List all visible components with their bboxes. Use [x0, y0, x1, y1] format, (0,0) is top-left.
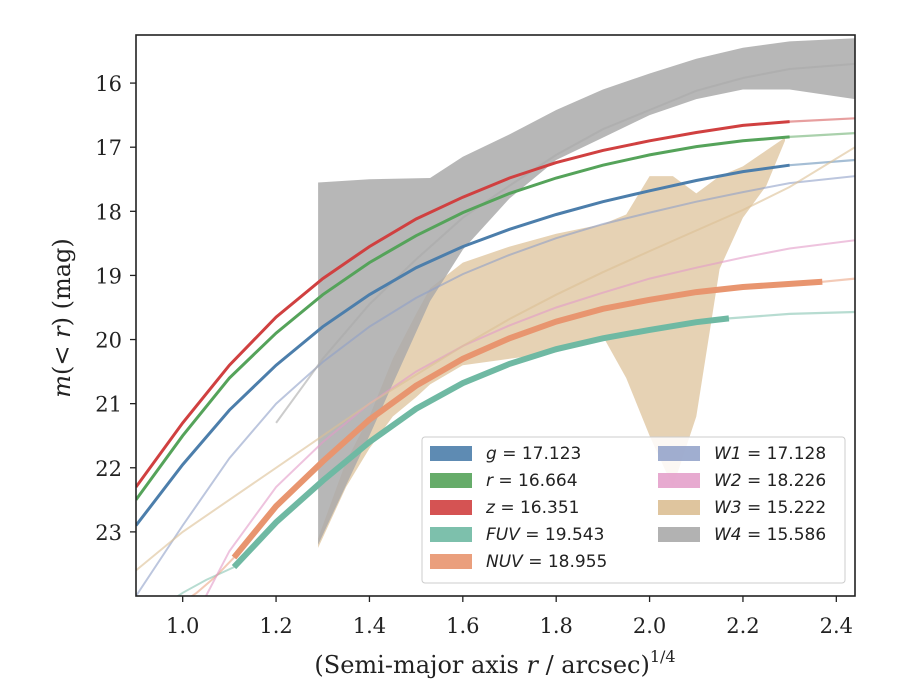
nuv-inner-extension: [190, 556, 235, 596]
y-tick-label: 18: [95, 200, 122, 224]
legend-label: g = 17.123: [486, 444, 581, 464]
legend-label: W3 = 15.222: [714, 498, 826, 518]
legend-swatch: [430, 527, 472, 542]
legend-item-z: z = 16.351: [430, 498, 579, 518]
legend-label: z = 16.351: [485, 498, 579, 518]
plot-frame: [135, 34, 856, 597]
legend-label: NUV = 18.955: [486, 552, 607, 572]
w3-model-curve: [136, 146, 855, 572]
g-measured-curve: [136, 163, 790, 527]
legend-swatch: [430, 446, 472, 461]
y-tick-label: 17: [95, 136, 122, 160]
legend-item-w3: W3 = 15.222: [658, 498, 826, 518]
x-tick-label: 1.4: [353, 614, 386, 638]
legend-item-w4: W4 = 15.586: [658, 525, 826, 545]
x-tick-label: 2.0: [633, 614, 666, 638]
measured-curves: [136, 120, 823, 570]
y-axis-ticks: 16 17 18 19 20 21 22 23: [95, 72, 136, 545]
y-tick-label: 21: [95, 393, 122, 417]
nuv-measured-curve: [231, 278, 823, 560]
r-measured-curve: [136, 135, 790, 501]
y-tick-label: 20: [95, 329, 122, 353]
legend-swatch: [430, 473, 472, 488]
y-tick-label: 23: [95, 521, 122, 545]
x-tick-label: 1.0: [166, 614, 199, 638]
legend-swatch: [658, 500, 700, 515]
w4-model-curve: [275, 62, 855, 424]
legend-label: W4 = 15.586: [714, 525, 826, 545]
legend-swatch: [430, 500, 472, 515]
w1-model-curve: [136, 175, 855, 596]
legend-label: W1 = 17.128: [714, 444, 826, 464]
legend-item-w2: W2 = 18.226: [658, 471, 826, 491]
x-axis-ticks: 1.0 1.2 1.4 1.6 1.8 2.0 2.2 2.4: [166, 596, 853, 638]
w2-model-curve: [205, 239, 855, 596]
legend-label: r = 16.664: [486, 471, 578, 491]
y-tick-label: 22: [95, 457, 122, 481]
y-tick-label: 16: [95, 72, 122, 96]
legend-item-w1: W1 = 17.128: [658, 444, 826, 464]
x-axis-title: (Semi-major axis r / arcsec)1/4: [314, 647, 675, 679]
legend-swatch: [658, 473, 700, 488]
legend-swatch: [430, 554, 472, 569]
fuv-measured-curve: [231, 315, 730, 570]
x-tick-label: 2.4: [820, 614, 853, 638]
legend-label: FUV = 19.543: [486, 525, 604, 545]
x-tick-label: 2.2: [726, 614, 759, 638]
w4-uncertainty-band: [318, 38, 855, 545]
legend-label: W2 = 18.226: [714, 471, 826, 491]
legend-item-fuv: FUV = 19.543: [430, 525, 604, 545]
legend-item-nuv: NUV = 18.955: [430, 552, 607, 572]
legend-item-r: r = 16.664: [430, 471, 578, 491]
x-tick-label: 1.8: [539, 614, 572, 638]
y-tick-label: 19: [95, 264, 122, 288]
y-axis-title: m(< r) (mag): [48, 238, 76, 398]
x-tick-label: 1.2: [259, 614, 292, 638]
z-measured-curve: [136, 120, 790, 488]
legend-swatch: [658, 446, 700, 461]
legend: g = 17.123 r = 16.664 z = 16.351 FUV = 19.5…: [421, 436, 846, 584]
fuv-inner-extension: [176, 566, 235, 596]
legend-swatch: [658, 527, 700, 542]
x-tick-label: 1.6: [446, 614, 479, 638]
legend-item-g: g = 17.123: [430, 444, 581, 464]
legend-box: [421, 436, 846, 584]
